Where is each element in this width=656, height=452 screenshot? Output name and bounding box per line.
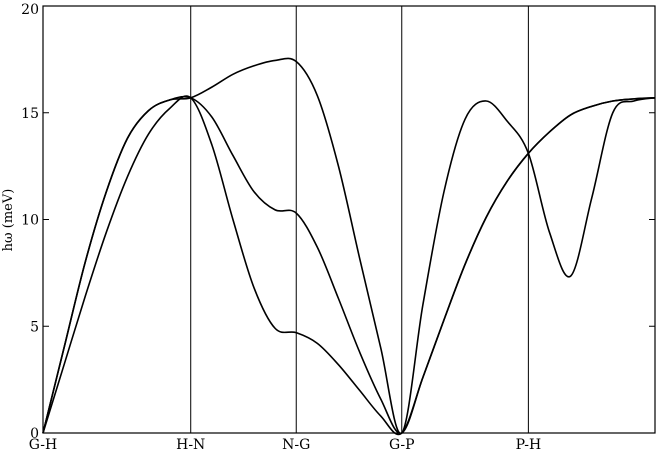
x-tick-label: N-G xyxy=(282,437,310,452)
x-tick-label: H-N xyxy=(176,437,205,452)
symmetry-lines xyxy=(190,6,529,433)
y-tick-label: 15 xyxy=(21,106,39,122)
band-line-3 xyxy=(42,95,656,436)
y-axis-label: hω (meV) xyxy=(1,189,16,252)
y-tick-label: 10 xyxy=(21,213,39,229)
x-tick-label: G-H xyxy=(29,437,57,452)
y-tick-label: 20 xyxy=(21,2,39,18)
y-tick-label: 0 xyxy=(30,426,39,442)
x-tick-label: P-H xyxy=(516,437,542,452)
band-line-2 xyxy=(42,95,656,434)
x-tick-label: G-P xyxy=(389,437,415,452)
band-curves xyxy=(42,57,656,436)
x-axis-ticks: G-H H-N N-G G-P P-H xyxy=(29,437,541,452)
plot-frame xyxy=(42,5,656,434)
y-axis-ticks: 0 5 10 15 20 xyxy=(21,2,655,442)
y-tick-label: 5 xyxy=(30,319,39,335)
